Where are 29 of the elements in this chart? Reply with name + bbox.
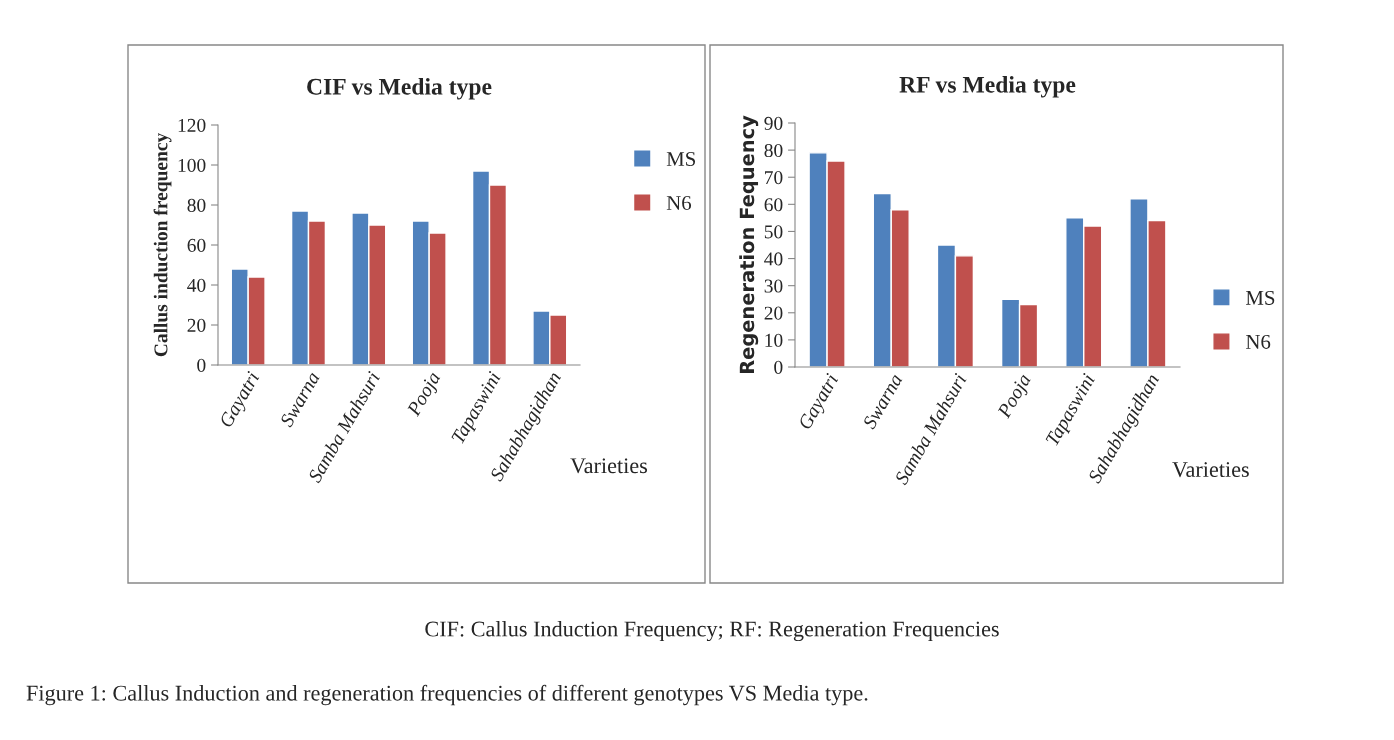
y-tick-label: 120 — [178, 118, 206, 132]
chart-title: RF vs Media type — [899, 76, 1076, 98]
text: CIF: Callus Induction Frequency; RF: Regeneration Frequencies — [425, 620, 999, 642]
y-tick-label: 0 — [197, 358, 206, 372]
y-tick-label: 30 — [764, 279, 783, 293]
y-tick-label: 0 — [774, 360, 783, 374]
y-tick-label: 80 — [764, 143, 783, 158]
legend-label: N6 — [666, 196, 692, 211]
y-tick-label: 20 — [187, 318, 206, 332]
chart-title: CIF vs Media type — [307, 78, 492, 100]
y-tick-label: 60 — [764, 198, 783, 212]
legend-label: MS — [666, 152, 696, 166]
y-tick-label: 40 — [764, 252, 783, 266]
y-tick-label: 70 — [765, 171, 783, 185]
y-tick-label: 60 — [187, 238, 206, 252]
y-tick-label: 40 — [187, 278, 206, 292]
x-axis-title: Varieties — [1172, 462, 1249, 478]
y-tick-label: 10 — [765, 333, 783, 347]
x-axis-title: Varieties — [570, 458, 648, 474]
y-tick-label: 50 — [764, 225, 783, 239]
caption: Figure 1: Callus Induction and regeneration frequencies of different genotypes VS Media type. — [26, 684, 868, 706]
y-tick-label: 80 — [187, 198, 206, 212]
y-tick-label: 20 — [764, 306, 783, 320]
y-tick-label: 100 — [178, 158, 206, 172]
y-tick-label: 90 — [764, 116, 783, 130]
legend-label: MS — [1246, 290, 1275, 305]
y-axis-title: Callus induction frequency — [153, 133, 172, 357]
y-axis-title: Regeneration Fequency — [739, 115, 759, 374]
legend-label: N6 — [1246, 334, 1271, 349]
